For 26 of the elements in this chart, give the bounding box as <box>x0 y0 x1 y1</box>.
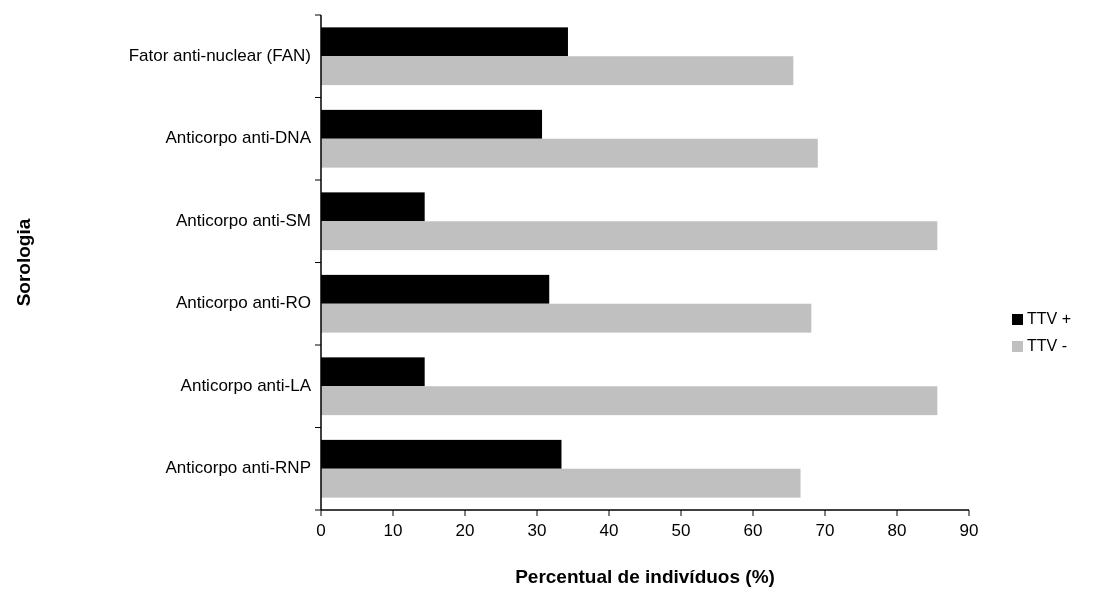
x-tick-label: 20 <box>455 521 475 540</box>
legend-label: TTV + <box>1027 310 1072 328</box>
y-tick-label: Anticorpo anti-RO <box>175 293 311 313</box>
y-axis-title: Sorologia <box>13 218 34 307</box>
x-tick-label: 30 <box>527 521 547 540</box>
y-tick-label: Anticorpo anti-RNP <box>165 458 311 478</box>
bar <box>321 468 801 498</box>
x-tick-label: 90 <box>959 521 979 540</box>
legend-label: TTV - <box>1027 337 1067 355</box>
y-tick-label: Anticorpo anti-LA <box>180 375 312 395</box>
y-tick-label: Fator anti-nuclear (FAN) <box>128 45 311 65</box>
bar <box>321 386 938 416</box>
y-tick-label: Anticorpo anti-DNA <box>165 128 312 148</box>
x-tick-label: 50 <box>671 521 691 540</box>
x-tick-label: 10 <box>383 521 403 540</box>
bar <box>321 221 938 251</box>
x-tick-label: 0 <box>316 521 326 540</box>
x-tick-label: 70 <box>815 521 835 540</box>
bar <box>321 303 812 333</box>
y-tick-label: Anticorpo anti-SM <box>175 210 311 230</box>
x-tick-label: 40 <box>599 521 619 540</box>
x-tick-label: 80 <box>887 521 907 540</box>
bar <box>321 56 794 86</box>
x-tick-label: 60 <box>743 521 763 540</box>
x-axis-title: Percentual de indivíduos (%) <box>515 566 775 587</box>
bar <box>321 138 818 168</box>
